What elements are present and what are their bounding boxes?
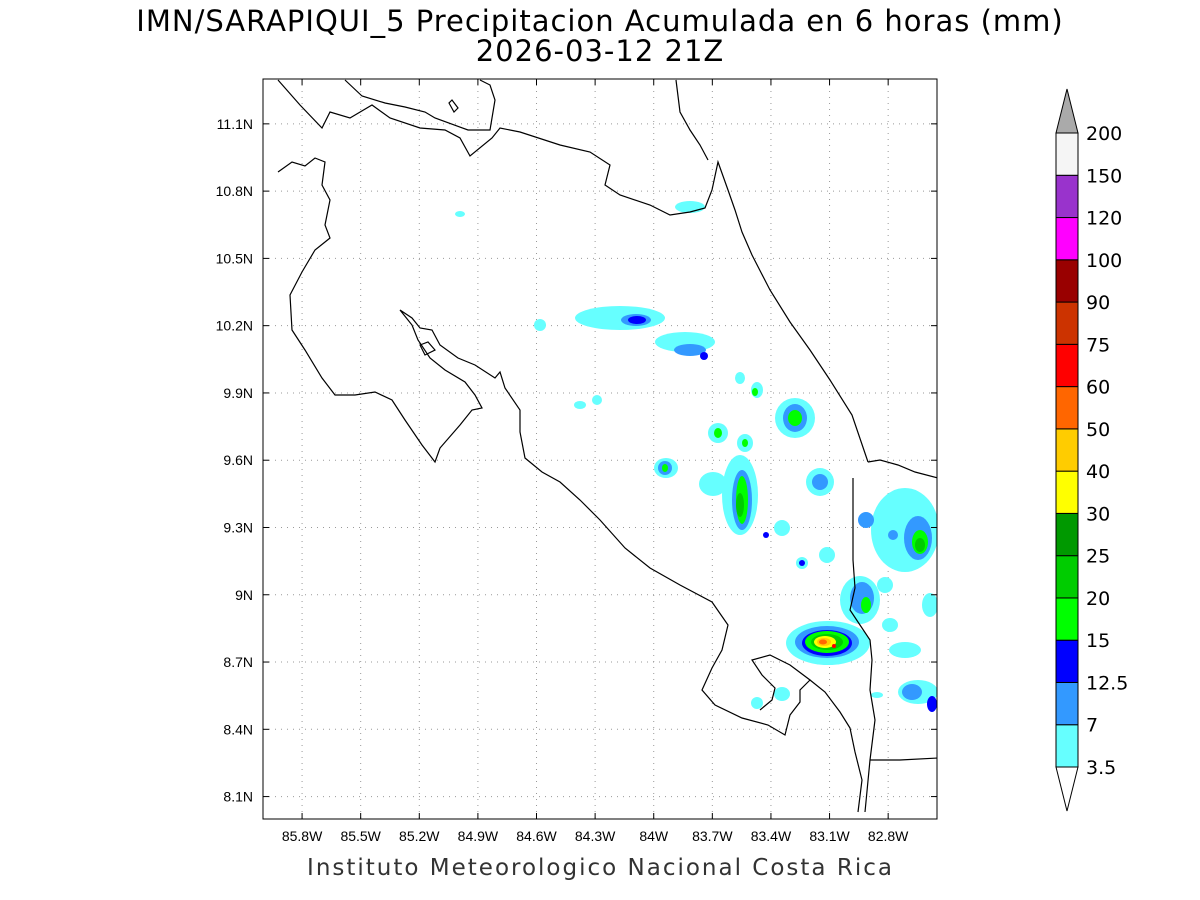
lon-tick-label: 85.5W (340, 828, 381, 844)
lon-tick-label: 83.7W (692, 828, 733, 844)
colorbar-label: 15 (1086, 630, 1110, 652)
lon-tick-label: 82.8W (868, 828, 909, 844)
lat-tick-label: 8.7N (223, 654, 253, 670)
colorbar-label: 60 (1086, 377, 1110, 399)
colorbar-swatch (1055, 470, 1079, 514)
precipitation-layer (455, 201, 937, 712)
lon-tick-label: 84.3W (575, 828, 616, 844)
colorbar-swatch (1055, 512, 1079, 557)
colorbar-label: 150 (1086, 165, 1122, 187)
colorbar-swatch (1055, 301, 1079, 345)
colorbar-swatch (1055, 681, 1079, 726)
coastline (277, 79, 937, 813)
lon-tick-label: 83.1W (809, 828, 850, 844)
lat-tick-label: 10.5N (216, 250, 253, 266)
colorbar-label: 120 (1086, 208, 1122, 230)
lat-tick-label: 9.9N (223, 385, 253, 401)
colorbar-swatch (1055, 259, 1079, 303)
lat-tick-label: 11.1N (217, 116, 253, 132)
lon-tick-label: 85.8W (282, 828, 323, 844)
lon-tick-label: 84.9W (458, 828, 499, 844)
footer-credit: Instituto Meteorologico Nacional Costa R… (307, 855, 894, 881)
lat-tick-label: 10.2N (216, 318, 253, 334)
colorbar-swatch (1055, 639, 1079, 683)
colorbar-swatch (1055, 555, 1079, 599)
colorbar-label: 200 (1086, 123, 1122, 145)
colorbar-swatch (1055, 386, 1079, 430)
colorbar-swatch (1055, 724, 1079, 768)
colorbar-swatch (1055, 428, 1079, 472)
map-frame (262, 78, 938, 820)
colorbar-label: 50 (1086, 419, 1110, 441)
colorbar: 3.5 7 12.5 15 20 25 30 40 50 60 75 90 100 120 150 200 (1055, 88, 1128, 812)
lon-tick-label: 85.2W (399, 828, 440, 844)
colorbar-underflow-arrow (1055, 766, 1079, 812)
lat-tick-label: 9.3N (223, 519, 253, 535)
colorbar-overflow-arrow (1055, 88, 1079, 134)
grid-lines (263, 79, 937, 819)
lat-tick-label: 9N (235, 587, 253, 603)
map-title: IMN/SARAPIQUI_5 Precipitacion Acumulada … (136, 4, 1064, 38)
colorbar-label: 7 (1086, 715, 1098, 737)
axis-ticks: 85.8W 85.5W 85.2W 84.9W 84.6W 84.3W 84W 83.7W 83… (216, 79, 937, 844)
lat-tick-label: 10.8N (216, 183, 253, 199)
colorbar-label: 30 (1086, 503, 1110, 525)
colorbar-label: 20 (1086, 588, 1110, 610)
map-date: 2026-03-12 21Z (475, 34, 725, 68)
colorbar-label: 12.5 (1086, 672, 1128, 694)
colorbar-swatch (1055, 343, 1079, 388)
colorbar-label: 40 (1086, 461, 1110, 483)
lat-tick-label: 8.1N (223, 789, 253, 805)
lon-tick-label: 84W (639, 828, 669, 844)
colorbar-label: 25 (1086, 546, 1110, 568)
colorbar-swatch (1055, 217, 1079, 261)
colorbar-swatch (1055, 174, 1079, 219)
lon-tick-label: 83.4W (751, 828, 792, 844)
colorbar-label: 3.5 (1086, 757, 1116, 779)
colorbar-swatch (1055, 132, 1079, 176)
lon-tick-label: 84.6W (516, 828, 557, 844)
lat-tick-label: 8.4N (223, 721, 253, 737)
colorbar-swatch (1055, 597, 1079, 641)
colorbar-label: 75 (1086, 334, 1110, 356)
colorbar-label: 90 (1086, 292, 1110, 314)
lat-tick-label: 9.6N (223, 452, 253, 468)
colorbar-label: 100 (1086, 250, 1122, 272)
